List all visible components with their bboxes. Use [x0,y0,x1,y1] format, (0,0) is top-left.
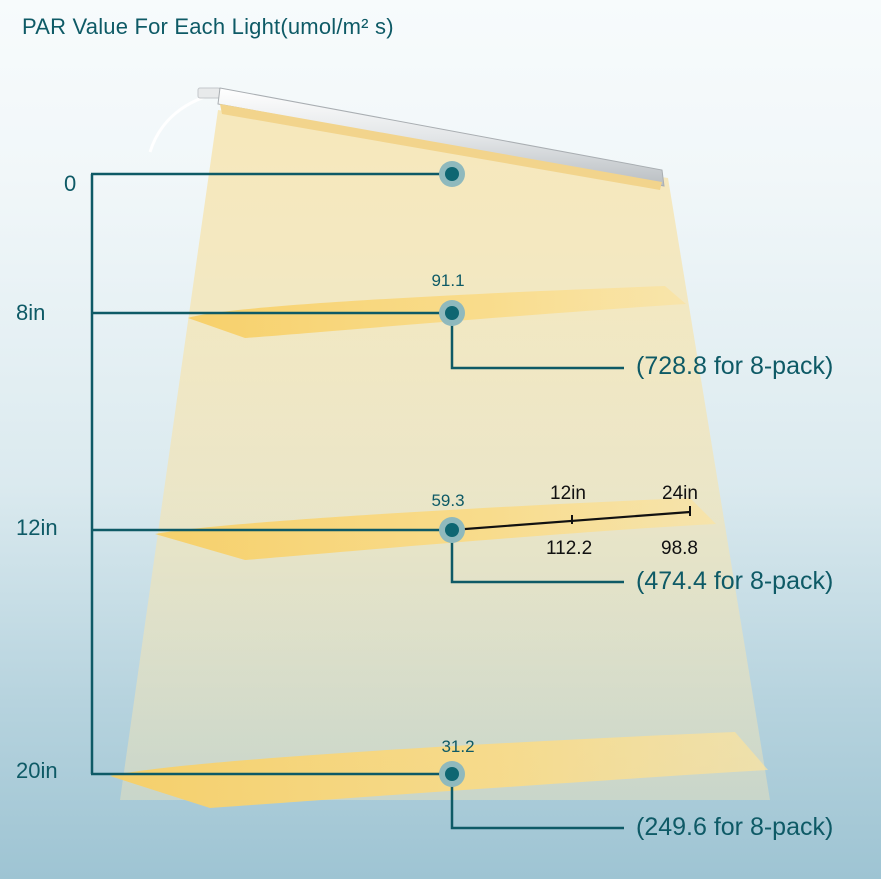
pack-callout-20in [450,774,624,830]
par-value-20in: 31.2 [441,737,475,756]
diagram-title: PAR Value For Each Light(umol/m² s) [22,14,394,39]
side-label-12in: 12in [550,483,586,504]
led-light-bar-icon [148,87,665,190]
pack-value-8in: (728.8 for 8-pack) [636,352,834,380]
light-beam [120,110,770,800]
side-value-12in: 112.2 [546,538,593,559]
distance-label-12in: 12in [16,515,58,540]
par-value-12in: 59.3 [431,491,465,510]
distance-label-8in: 8in [16,300,46,325]
pack-callout-8in [450,313,624,370]
pack-callout-12in [450,530,624,584]
light-band-20in [110,732,768,808]
side-value-24in: 98.8 [661,538,698,559]
distance-label-20in: 20in [16,758,58,783]
measure-point-8in [439,300,465,326]
pack-value-12in: (474.4 for 8-pack) [636,567,834,595]
pack-value-20in: (249.6 for 8-pack) [636,813,834,841]
measure-point-20in [439,761,465,787]
measure-point-0 [439,161,465,187]
measure-point-12in [439,517,465,543]
par-value-8in: 91.1 [431,271,465,290]
distance-label-0: 0 [64,171,77,196]
side-label-24in: 24in [662,483,698,504]
